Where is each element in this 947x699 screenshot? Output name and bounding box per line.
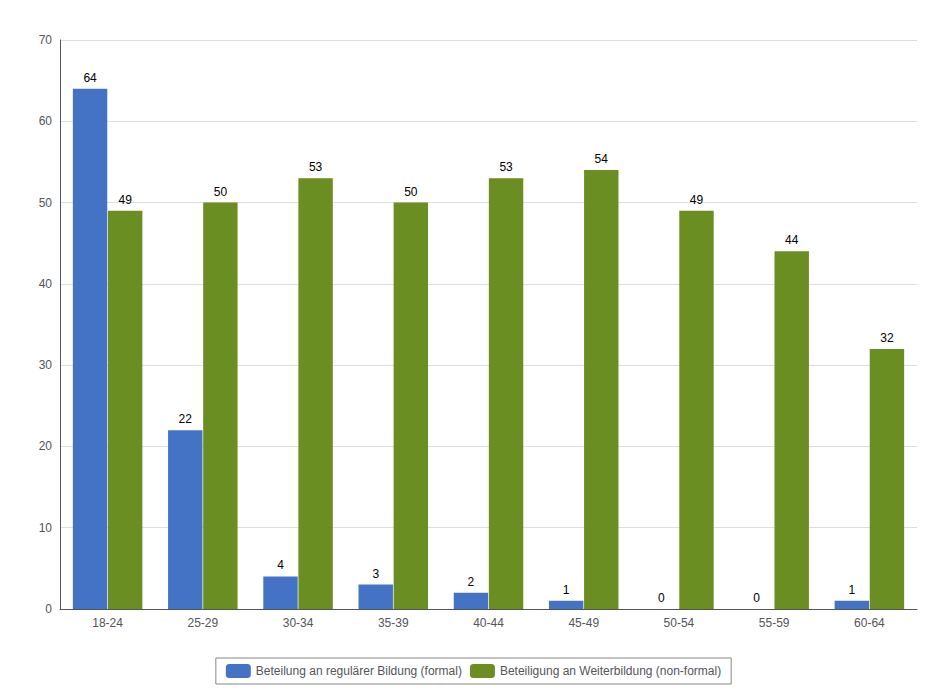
svg-text:4: 4 — [277, 558, 284, 572]
svg-text:64: 64 — [83, 71, 97, 85]
svg-text:10: 10 — [39, 521, 53, 535]
svg-text:32: 32 — [880, 331, 894, 345]
svg-text:20: 20 — [39, 439, 53, 453]
svg-text:53: 53 — [309, 160, 323, 174]
svg-text:55-59: 55-59 — [759, 616, 790, 630]
svg-text:1: 1 — [848, 583, 855, 597]
svg-text:45-49: 45-49 — [568, 616, 599, 630]
svg-text:2: 2 — [468, 575, 475, 589]
svg-text:50-54: 50-54 — [664, 616, 695, 630]
svg-text:40-44: 40-44 — [473, 616, 504, 630]
svg-text:30-34: 30-34 — [283, 616, 314, 630]
svg-text:53: 53 — [499, 160, 513, 174]
svg-text:50: 50 — [404, 185, 418, 199]
svg-text:Beteiligung an Weiterbildung (: Beteiligung an Weiterbildung (non-formal… — [500, 664, 721, 678]
svg-text:49: 49 — [690, 193, 704, 207]
svg-text:54: 54 — [595, 152, 609, 166]
svg-text:18-24: 18-24 — [92, 616, 123, 630]
svg-text:0: 0 — [45, 602, 52, 616]
svg-text:35-39: 35-39 — [378, 616, 409, 630]
svg-text:70: 70 — [39, 33, 53, 47]
svg-text:0: 0 — [658, 591, 665, 605]
svg-text:50: 50 — [39, 196, 53, 210]
svg-text:3: 3 — [372, 567, 379, 581]
svg-text:30: 30 — [39, 358, 53, 372]
svg-text:1: 1 — [563, 583, 570, 597]
svg-text:25-29: 25-29 — [187, 616, 218, 630]
svg-text:50: 50 — [214, 185, 228, 199]
svg-text:49: 49 — [118, 193, 132, 207]
svg-text:60-64: 60-64 — [854, 616, 885, 630]
svg-text:22: 22 — [179, 412, 193, 426]
svg-text:Beteilung an regulärer Bildung: Beteilung an regulärer Bildung (formal) — [256, 664, 462, 678]
svg-text:0: 0 — [753, 591, 760, 605]
svg-text:60: 60 — [39, 114, 53, 128]
svg-text:44: 44 — [785, 233, 799, 247]
svg-text:40: 40 — [39, 277, 53, 291]
